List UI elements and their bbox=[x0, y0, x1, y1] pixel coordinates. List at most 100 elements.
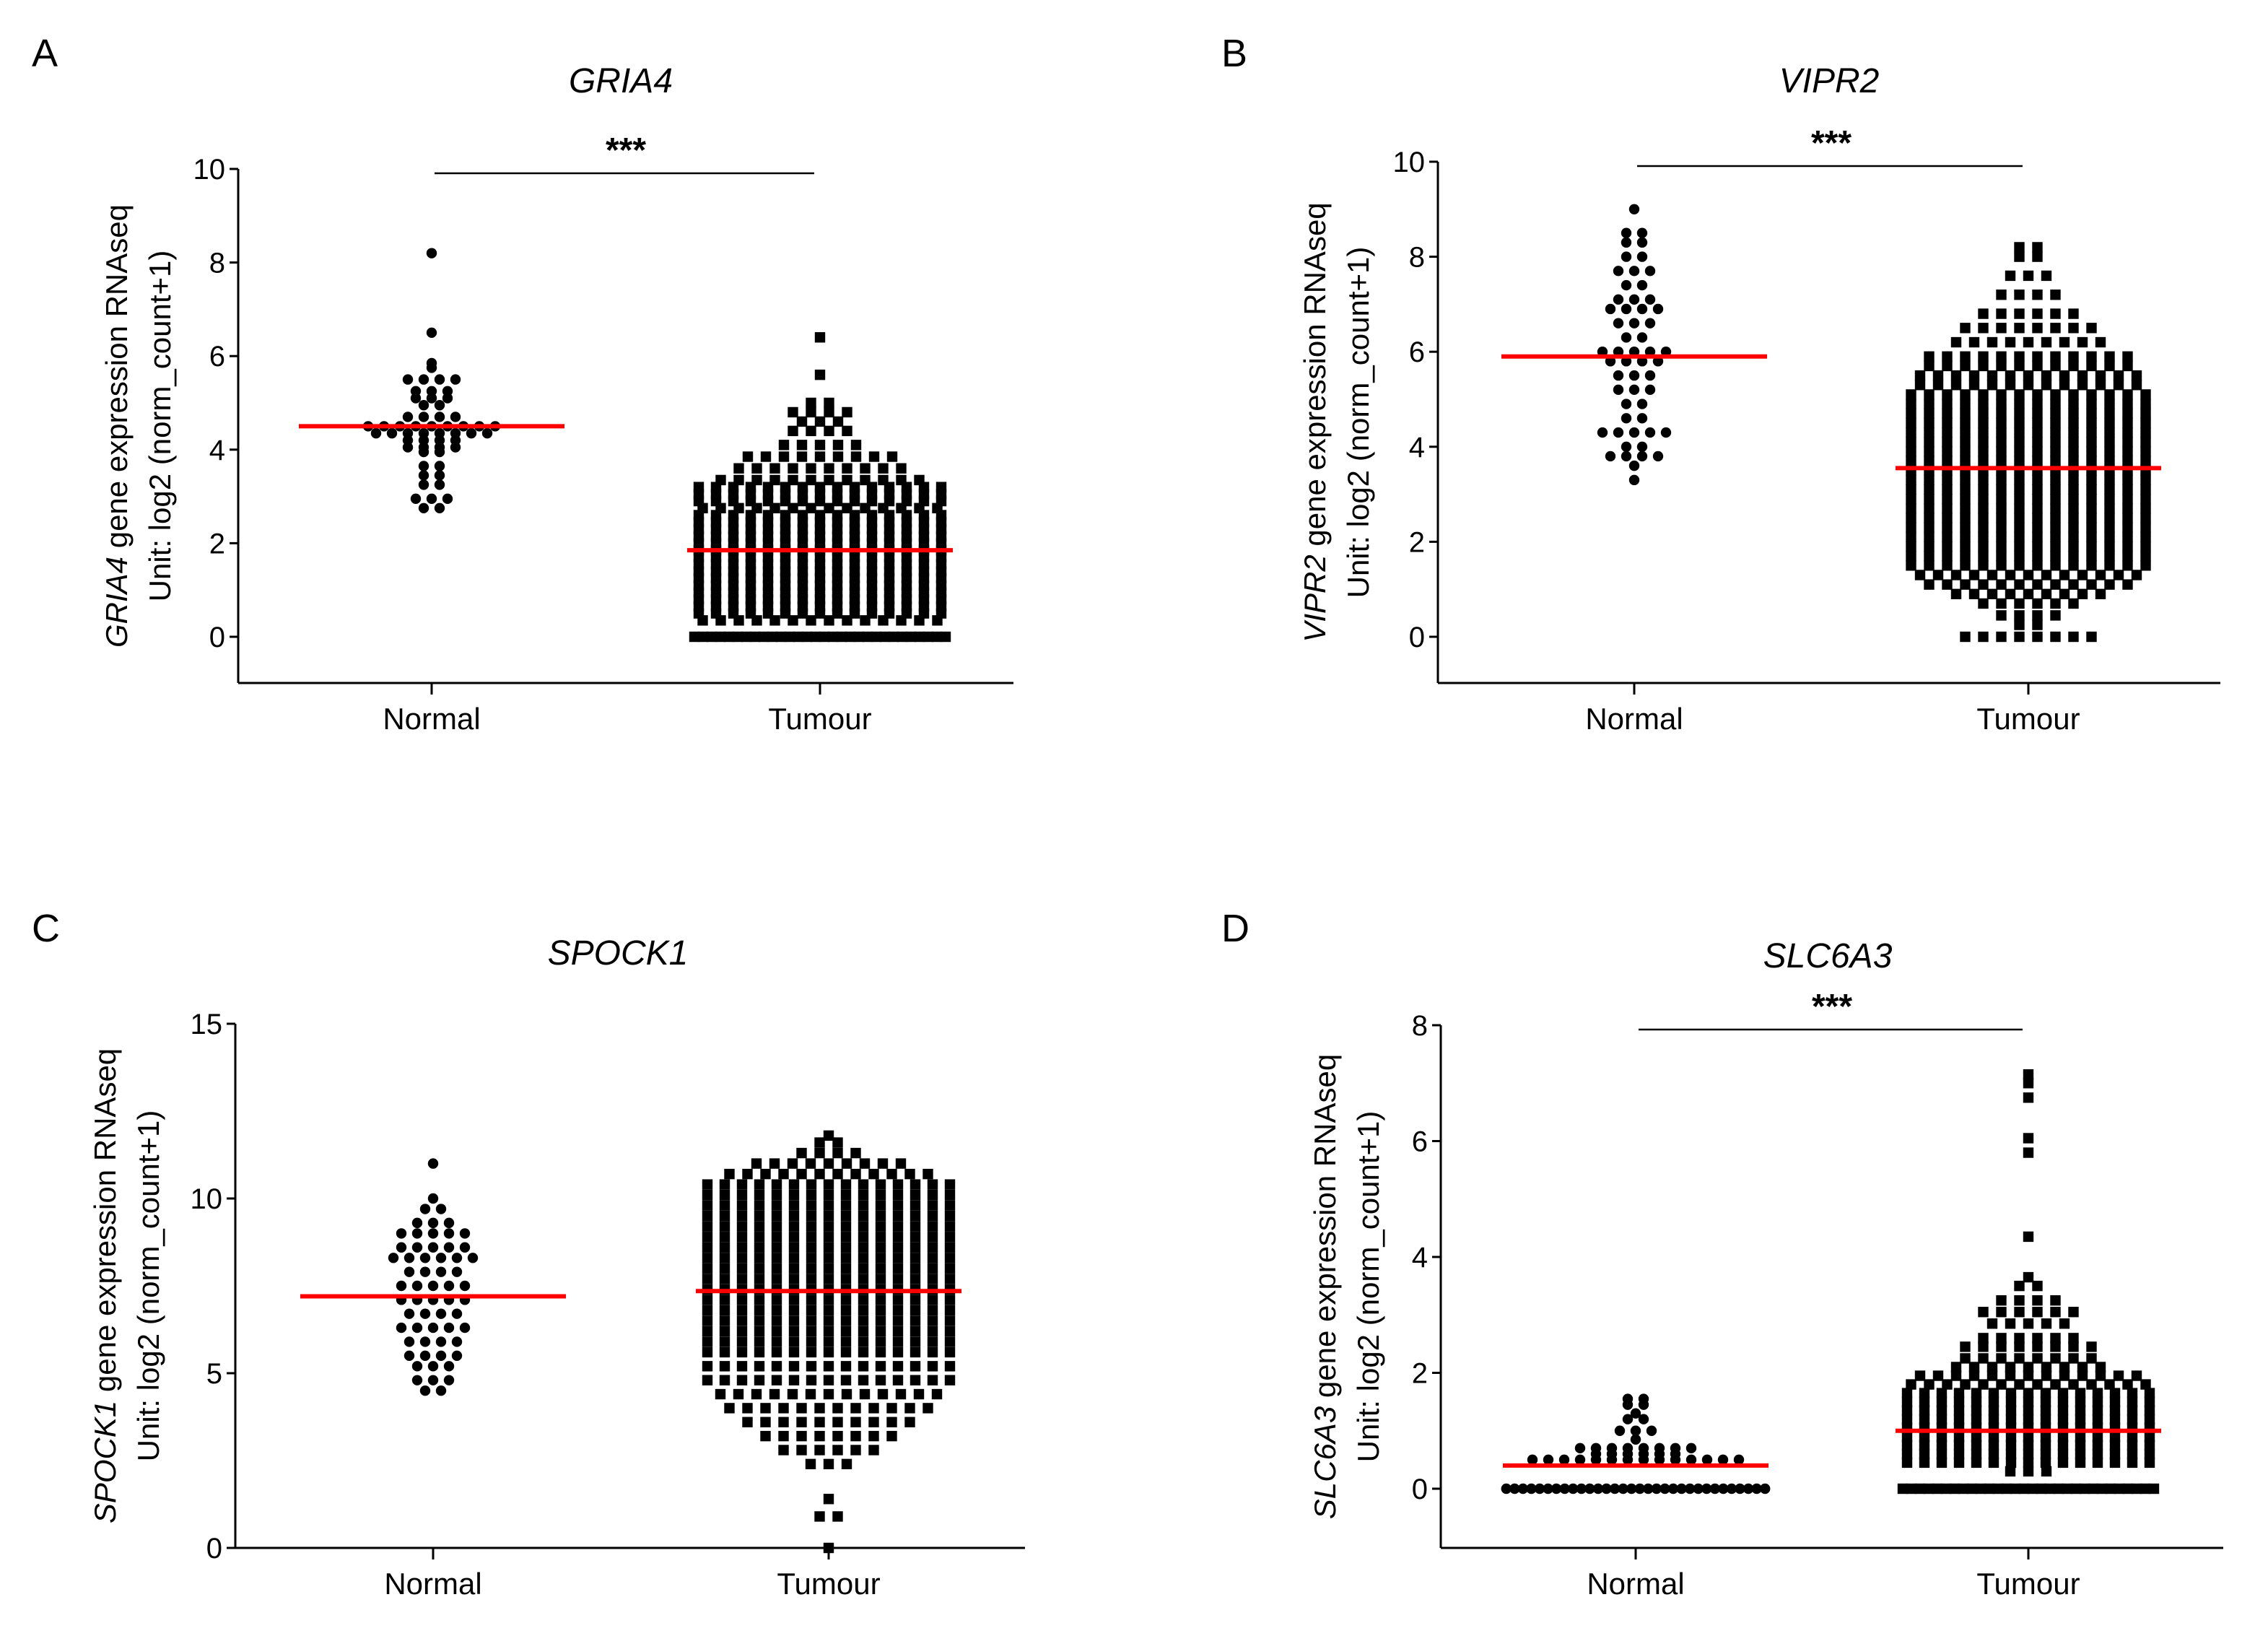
tumour-point bbox=[858, 1336, 869, 1347]
tumour-point bbox=[2023, 1388, 2034, 1398]
tumour-point bbox=[2005, 270, 2016, 282]
normal-point bbox=[435, 1266, 447, 1277]
tumour-point bbox=[702, 1305, 713, 1316]
tumour-point bbox=[858, 1232, 869, 1243]
tumour-point bbox=[1960, 1341, 1971, 1352]
tumour-point bbox=[832, 1430, 843, 1442]
normal-point bbox=[404, 1350, 415, 1362]
tumour-point bbox=[742, 451, 754, 462]
tumour-point bbox=[832, 416, 844, 427]
tumour-point bbox=[715, 474, 726, 486]
tumour-point bbox=[2032, 446, 2043, 457]
tumour-point bbox=[1936, 1388, 1948, 1398]
tumour-point bbox=[736, 1189, 748, 1201]
tumour-point bbox=[2005, 1457, 2017, 1469]
tumour-point bbox=[702, 1346, 713, 1358]
tumour-point bbox=[823, 1494, 834, 1505]
normal-point bbox=[410, 493, 422, 505]
tumour-point bbox=[2014, 290, 2025, 300]
tumour-point bbox=[796, 1445, 807, 1456]
normal-point bbox=[1621, 332, 1632, 343]
tumour-point bbox=[2148, 1483, 2160, 1494]
tumour-point bbox=[2113, 1370, 2124, 1381]
tumour-point bbox=[1968, 588, 1980, 599]
normal-point bbox=[419, 1266, 431, 1277]
tumour-point bbox=[814, 1417, 825, 1427]
tumour-point bbox=[719, 1263, 730, 1274]
tumour-point bbox=[1942, 351, 1953, 362]
tumour-point bbox=[2041, 380, 2052, 391]
tumour-point bbox=[2086, 1353, 2097, 1364]
tumour-point bbox=[1906, 446, 1916, 457]
tumour-point bbox=[2140, 541, 2151, 552]
tumour-point bbox=[702, 1200, 713, 1211]
tumour-point bbox=[788, 1305, 800, 1316]
tumour-point bbox=[1960, 550, 1971, 562]
tumour-point bbox=[1978, 531, 1989, 543]
tumour-point bbox=[892, 1336, 904, 1347]
tumour-point bbox=[910, 1221, 921, 1232]
tumour-point bbox=[1988, 1414, 1999, 1424]
y-tick-label: 4 bbox=[1412, 1242, 1428, 1274]
tumour-point bbox=[742, 1417, 753, 1427]
tumour-point bbox=[2023, 1405, 2034, 1416]
tumour-point bbox=[2005, 380, 2016, 391]
tumour-point bbox=[2086, 541, 2097, 552]
normal-point bbox=[1630, 1434, 1641, 1445]
tumour-point bbox=[2059, 1318, 2070, 1329]
tumour-point bbox=[1906, 427, 1916, 438]
tumour-point bbox=[927, 1336, 938, 1347]
tumour-point bbox=[806, 397, 816, 409]
tumour-point bbox=[2014, 427, 2025, 438]
normal-point bbox=[1638, 1414, 1649, 1424]
normal-point bbox=[396, 1280, 407, 1292]
tumour-point bbox=[778, 1168, 789, 1180]
tumour-point bbox=[888, 631, 899, 643]
tumour-point bbox=[1936, 1431, 1948, 1442]
tumour-point bbox=[2014, 550, 2025, 562]
tumour-point bbox=[771, 1179, 782, 1190]
tumour-point bbox=[723, 631, 735, 643]
tumour-point bbox=[2005, 336, 2016, 348]
tumour-point bbox=[754, 1253, 765, 1263]
tumour-point bbox=[2057, 1448, 2069, 1460]
tumour-point bbox=[2127, 1457, 2138, 1469]
normal-point bbox=[1550, 1483, 1562, 1494]
tumour-point bbox=[877, 1388, 889, 1400]
tumour-point bbox=[897, 631, 908, 643]
normal-point bbox=[1628, 460, 1640, 471]
tumour-point bbox=[736, 1200, 748, 1211]
tumour-point bbox=[823, 1263, 834, 1274]
tumour-point bbox=[2127, 1448, 2138, 1460]
tumour-point bbox=[1996, 290, 2007, 300]
tumour-point bbox=[1901, 1405, 1913, 1416]
tumour-point bbox=[892, 1346, 904, 1358]
tumour-point bbox=[1978, 408, 1989, 419]
tumour-point bbox=[1960, 513, 1971, 523]
normal-point bbox=[1709, 1483, 1721, 1494]
tumour-point bbox=[814, 1168, 825, 1180]
tumour-point bbox=[2086, 323, 2097, 334]
tumour-point bbox=[1953, 1396, 1965, 1407]
tumour-point bbox=[2144, 1414, 2155, 1424]
tumour-point bbox=[2023, 1466, 2034, 1477]
tumour-point bbox=[2077, 570, 2088, 580]
tumour-point bbox=[2014, 389, 2025, 400]
tumour-point bbox=[944, 1274, 956, 1284]
tumour-point bbox=[2005, 588, 2016, 599]
tumour-point bbox=[875, 1346, 886, 1358]
tumour-point bbox=[2032, 427, 2043, 438]
tumour-point bbox=[886, 1417, 897, 1427]
y-axis-unit-label: Unit: log2 (norm_count+1) bbox=[131, 1110, 165, 1462]
tumour-point bbox=[788, 1361, 800, 1372]
tumour-point bbox=[2057, 1414, 2069, 1424]
y-axis-label-text: gene expression RNAseq bbox=[100, 204, 134, 557]
tumour-point bbox=[910, 1375, 921, 1385]
tumour-point bbox=[944, 1211, 956, 1222]
tumour-point bbox=[2014, 437, 2025, 448]
tumour-point bbox=[2023, 1431, 2034, 1442]
normal-point bbox=[1751, 1483, 1762, 1494]
tumour-point bbox=[2040, 1414, 2051, 1424]
tumour-point bbox=[927, 1361, 938, 1372]
tumour-point bbox=[840, 1179, 852, 1190]
